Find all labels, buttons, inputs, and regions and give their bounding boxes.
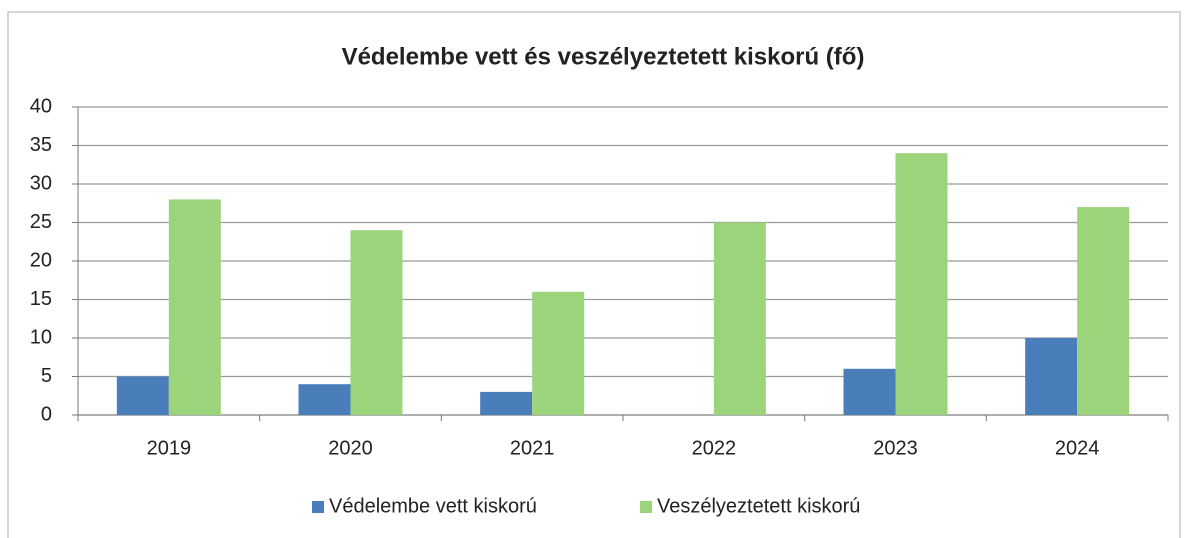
y-tick-label: 10 [30,326,52,348]
x-tick-label: 2019 [147,437,192,459]
bar [350,230,403,415]
y-tick-label: 0 [41,403,52,425]
y-tick-label: 5 [41,365,52,387]
y-tick-label: 15 [30,288,52,310]
legend-label: Veszélyeztetett kiskorú [657,495,860,517]
bar [713,222,766,415]
x-tick-label: 2020 [328,437,373,459]
y-tick-label: 35 [30,134,52,156]
y-tick-label: 40 [30,95,52,117]
x-tick-label: 2021 [510,437,555,459]
bar [895,153,948,415]
bar [116,376,169,415]
bar [843,368,896,415]
legend-swatch [640,501,652,513]
y-tick-label: 20 [30,249,52,271]
bar [532,291,585,415]
legend-label: Védelembe vett kiskorú [329,495,537,517]
chart-title: Védelembe vett és veszélyeztetett kiskor… [342,43,865,70]
bar [480,391,533,415]
bar [298,384,351,415]
bar [1025,338,1078,415]
legend-swatch [312,501,324,513]
bar [168,199,221,415]
x-tick-label: 2022 [692,437,737,459]
x-tick-label: 2024 [1055,437,1100,459]
x-tick-label: 2023 [873,437,918,459]
bar [1077,207,1130,415]
y-tick-label: 30 [30,172,52,194]
y-tick-label: 25 [30,211,52,233]
